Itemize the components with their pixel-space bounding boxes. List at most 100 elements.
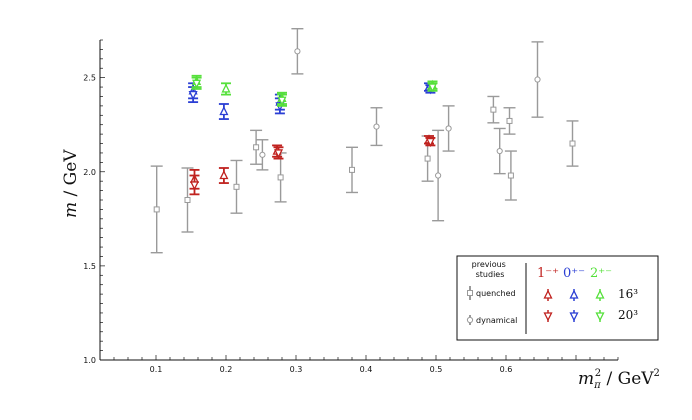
legend-0pm-label: 0⁺⁻ [563,266,585,281]
x-tick-label: 0.6 [500,365,513,374]
circle-marker [466,316,474,324]
data-point [256,139,269,171]
series-group [191,74,438,105]
series-group [189,136,436,196]
triangle-down-marker [543,312,553,322]
data-point [191,76,202,90]
legend: previous studies quenched dynamical 1⁻⁺ … [456,255,659,341]
square-marker [506,117,513,124]
triangle-down-marker [569,312,579,322]
triangle-up-marker [219,170,229,180]
data-point [370,107,383,147]
triangle-up-marker [569,289,579,299]
x-tick-label: 0.3 [290,365,303,374]
data-point [346,146,358,194]
triangle-down-marker [425,137,435,148]
square-marker [490,106,497,113]
triangle-down-marker [427,83,438,93]
legend-marker [543,289,553,301]
square-marker [277,174,284,181]
data-point [181,167,194,233]
data-point [566,120,579,167]
y-axis-title: m / GeV [61,149,81,218]
data-point [503,107,516,135]
y-tick-label: 2.0 [83,168,96,177]
data-point [218,103,229,120]
data-point [274,152,287,203]
legend-quenched-label: quenched [476,289,516,298]
axes: 0.1 0.2 0.3 0.4 0.5 0.6 1.0 1.5 2.0 2.5 [83,39,619,374]
circle-marker [259,151,266,158]
data-point [493,127,506,175]
legend-marker [595,310,605,322]
legend-volume-markers [543,289,605,322]
quenched-marker-icon [467,286,473,300]
triangle-down-marker [273,149,284,159]
series-group [191,76,438,107]
square-marker [569,140,576,147]
legend-marker [543,310,553,322]
triangle-up-marker [543,289,553,299]
series-group [256,28,544,222]
x-tick-label: 0.5 [430,365,443,374]
triangle-down-marker [189,181,200,191]
data-point [291,28,304,75]
triangle-down-marker [277,96,287,106]
legend-marker [569,310,579,322]
data-point [250,129,263,165]
y-tick-label: 2.5 [83,74,96,83]
square-marker [233,183,240,190]
legend-20-label: 20³ [618,308,638,322]
circle-marker [534,76,541,83]
legend-marker [595,289,605,301]
y-tick-label: 1.5 [83,262,96,271]
legend-previous-label: previous studies [472,260,509,279]
data-point [427,82,438,93]
legend-2pm-label: 2⁺⁻ [590,266,612,281]
triangle-down-marker [595,312,605,322]
triangle-up-marker [219,106,229,116]
data-point [221,82,231,96]
triangle-down-marker [192,79,202,89]
y-tick-label: 1.0 [83,356,96,365]
triangle-up-marker [595,289,605,299]
data-marks [150,28,579,254]
square-marker [153,206,160,213]
circle-marker [445,125,452,132]
data-point [277,93,287,107]
square-marker [467,290,473,296]
series-group [189,134,434,190]
data-point [442,105,455,152]
data-point [432,129,445,222]
x-axis-title: mπ2 / GeV2 [578,368,660,391]
x-tick-label: 0.1 [150,365,163,374]
legend-16-label: 16³ [618,287,638,301]
triangle-down-marker [188,90,198,101]
data-point [218,167,229,184]
legend-marker [569,289,579,301]
data-point [230,159,243,214]
square-marker [507,172,514,179]
data-point [150,165,163,254]
data-point [425,136,436,148]
x-tick-label: 0.2 [220,365,233,374]
data-point [189,174,200,196]
legend-box [456,255,659,341]
legend-dynamical-label: dynamical [476,316,517,325]
legend-1mp-label: 1⁻⁺ [537,266,559,281]
data-point [487,95,500,124]
triangle-up-marker [221,83,231,93]
square-marker [184,197,191,203]
circle-marker [373,123,380,130]
circle-marker [435,172,442,179]
square-marker [424,155,431,162]
dynamical-marker-icon [466,315,474,325]
square-marker [253,144,260,151]
x-tick-label: 0.4 [360,365,373,374]
circle-marker [496,147,503,155]
data-point [531,41,544,118]
circle-marker [294,48,301,55]
data-point [273,146,284,160]
series-group [150,95,579,254]
